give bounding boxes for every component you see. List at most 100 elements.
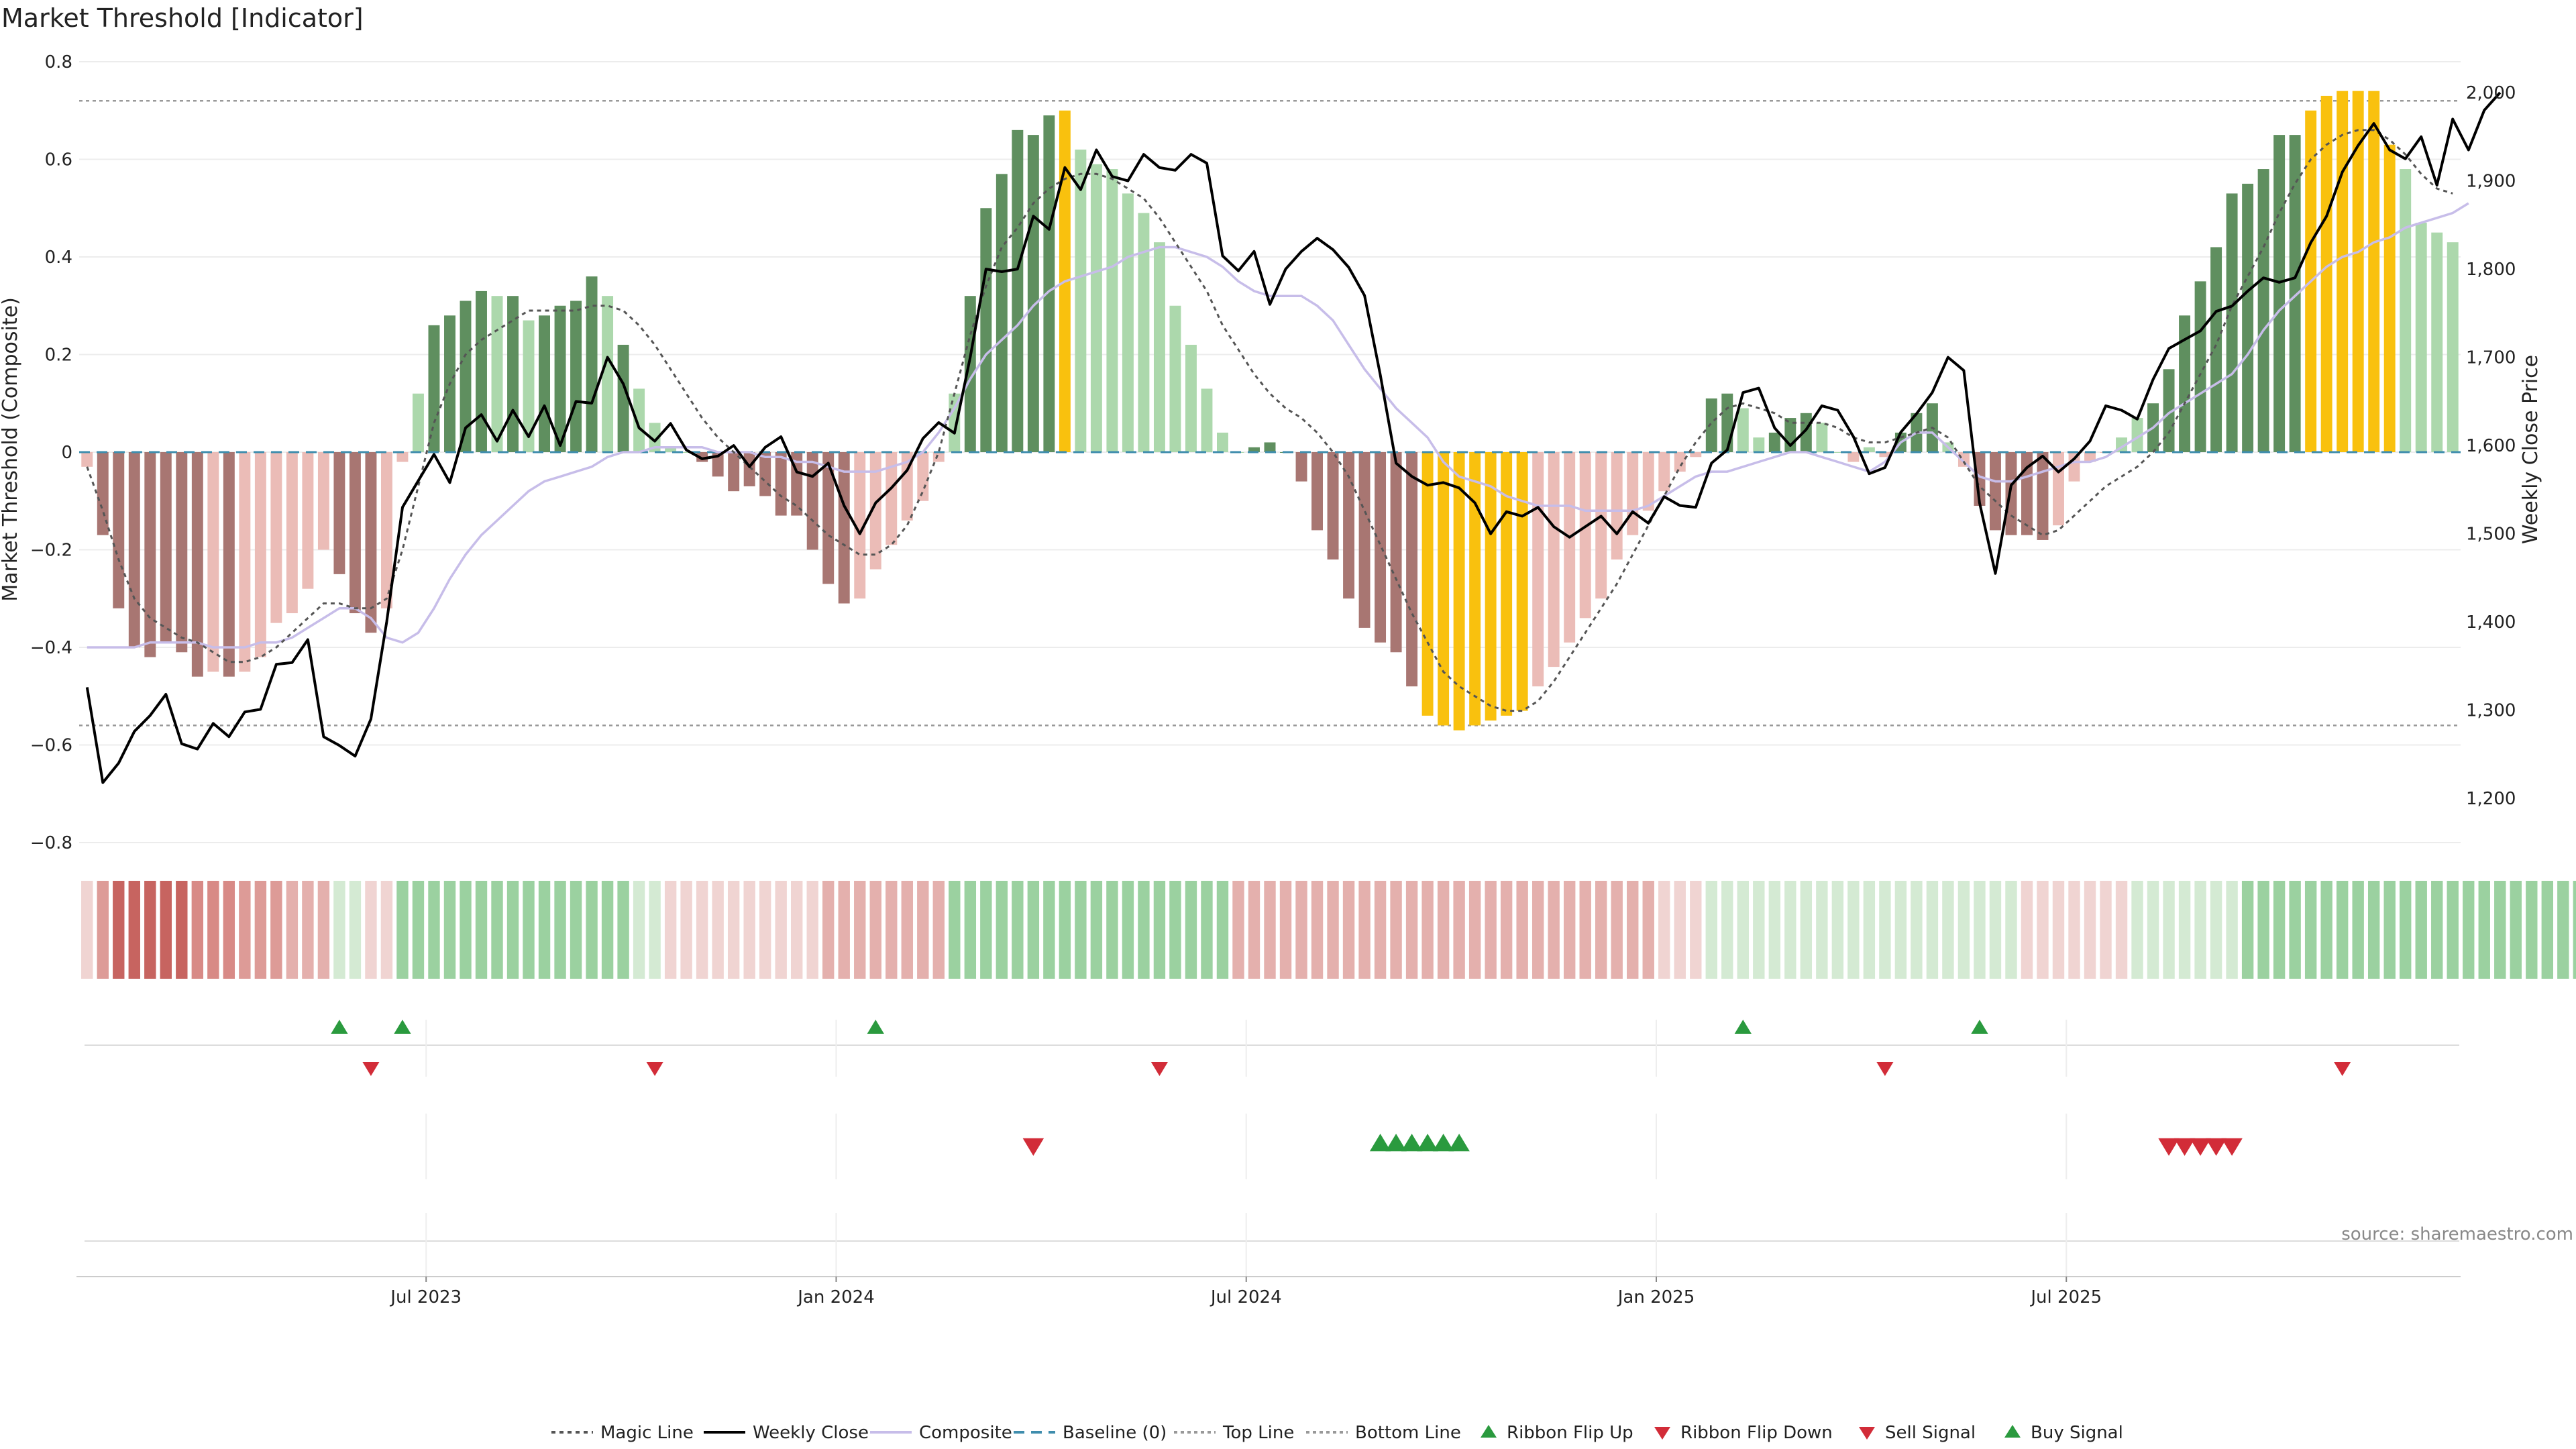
ribbon-cell	[1106, 881, 1118, 979]
legend-label: Buy Signal	[2031, 1423, 2123, 1443]
composite-bar	[1737, 408, 1749, 452]
composite-bar	[476, 290, 487, 452]
composite-bar	[2447, 242, 2459, 452]
composite-bar	[1343, 452, 1355, 599]
y2-tick-label: 1,600	[2466, 436, 2516, 456]
ribbon-cell	[2510, 881, 2522, 979]
y-tick-label: 0	[61, 443, 72, 463]
y2-tick-label: 1,900	[2466, 172, 2516, 192]
ribbon-cell	[81, 881, 93, 979]
composite-bar	[333, 452, 345, 574]
composite-bar	[2131, 418, 2143, 452]
ribbon-cell	[1485, 881, 1497, 979]
ribbon-cell	[2478, 881, 2490, 979]
y2-tick-label: 1,400	[2466, 612, 2516, 633]
y-tick-label: −0.2	[30, 541, 72, 561]
composite-bar	[1974, 452, 1986, 506]
ribbon-cell	[2383, 881, 2396, 979]
composite-bar	[2194, 281, 2206, 452]
ribbon-cell	[1201, 881, 1213, 979]
composite-bar	[2257, 169, 2269, 453]
ribbon-cell	[1169, 881, 1181, 979]
ribbon-cell	[680, 881, 692, 979]
ribbon-cell	[1863, 881, 1876, 979]
composite-bar	[1721, 393, 1733, 452]
ribbon-cell	[1957, 881, 1970, 979]
composite-bar	[396, 452, 409, 462]
y-tick-label: −0.6	[30, 736, 72, 756]
ribbon-cell	[223, 881, 235, 979]
ribbon-cell	[428, 881, 440, 979]
ribbon-cell	[1122, 881, 1134, 979]
composite-bar	[1989, 452, 2001, 531]
ribbon-cell	[1295, 881, 1307, 979]
ribbon-cell	[2084, 881, 2096, 979]
composite-bar	[1485, 452, 1497, 721]
ribbon-cell	[1075, 881, 1087, 979]
ribbon-strip	[81, 881, 2576, 979]
ribbon-cell	[791, 881, 803, 979]
ribbon-cell	[144, 881, 156, 979]
composite-bar	[2431, 232, 2443, 452]
composite-bar	[2415, 223, 2427, 452]
composite-bar	[128, 452, 140, 647]
ribbon-flip-up-marker	[1734, 1020, 1752, 1034]
composite-bar	[1595, 452, 1607, 599]
ribbon-cell	[2194, 881, 2206, 979]
ribbon-cell	[1374, 881, 1387, 979]
composite-bar	[1831, 452, 1843, 453]
composite-bar	[586, 276, 598, 452]
ribbon-cell	[996, 881, 1008, 979]
composite-bar	[539, 315, 551, 452]
ribbon-cell	[586, 881, 598, 979]
y2-tick-label: 1,500	[2466, 525, 2516, 545]
composite-bar	[1185, 344, 1197, 452]
ribbon-cell	[633, 881, 645, 979]
composite-bar	[191, 452, 203, 677]
legend-swatch	[1654, 1427, 1670, 1440]
ribbon-cell	[1548, 881, 1560, 979]
ribbon-cell	[1043, 881, 1055, 979]
ribbon-cell	[270, 881, 282, 979]
buy-signal-marker	[1385, 1134, 1407, 1152]
ribbon-cell	[1405, 881, 1418, 979]
ribbon-cell	[664, 881, 677, 979]
composite-bar	[949, 393, 961, 452]
ribbon-cell	[1595, 881, 1607, 979]
ribbon-flip-down-marker	[1876, 1062, 1894, 1076]
composite-bar	[81, 452, 93, 467]
ribbon-cell	[1248, 881, 1260, 979]
ribbon-cell	[649, 881, 661, 979]
ribbon-cell	[917, 881, 929, 979]
ribbon-cell	[617, 881, 629, 979]
composite-bar	[1690, 452, 1702, 458]
ribbon-cell	[2068, 881, 2080, 979]
composite-bar	[286, 452, 298, 614]
ribbon-cell	[743, 881, 755, 979]
composite-bars	[81, 91, 2459, 731]
ribbon-cell	[727, 881, 740, 979]
composite-bar	[2084, 452, 2096, 462]
ribbon-cell	[349, 881, 362, 979]
ribbon-flip-up-marker	[331, 1020, 348, 1034]
y-tick-label: 0.8	[45, 52, 72, 72]
composite-bar	[1753, 437, 1765, 452]
ribbon-cell	[696, 881, 708, 979]
composite-bar	[144, 452, 156, 657]
y2-tick-label: 1,700	[2466, 348, 2516, 368]
composite-bar	[1611, 452, 1623, 560]
ribbon-cell	[506, 881, 519, 979]
ribbon-cell	[443, 881, 456, 979]
ribbon-cell	[1942, 881, 1954, 979]
composite-bar	[901, 452, 913, 521]
ribbon-cell	[1327, 881, 1339, 979]
composite-bar	[1090, 164, 1102, 452]
ribbon-cell	[901, 881, 913, 979]
ribbon-cell	[1090, 881, 1103, 979]
ribbon-cell	[523, 881, 535, 979]
buy-signal-marker	[1401, 1134, 1423, 1152]
legend: Magic Line Weekly Close Composite Baseline …	[551, 1423, 2123, 1443]
x-tick-label: Jan 2024	[796, 1287, 875, 1307]
composite-bar	[1358, 452, 1371, 628]
composite-bar	[2053, 452, 2064, 526]
